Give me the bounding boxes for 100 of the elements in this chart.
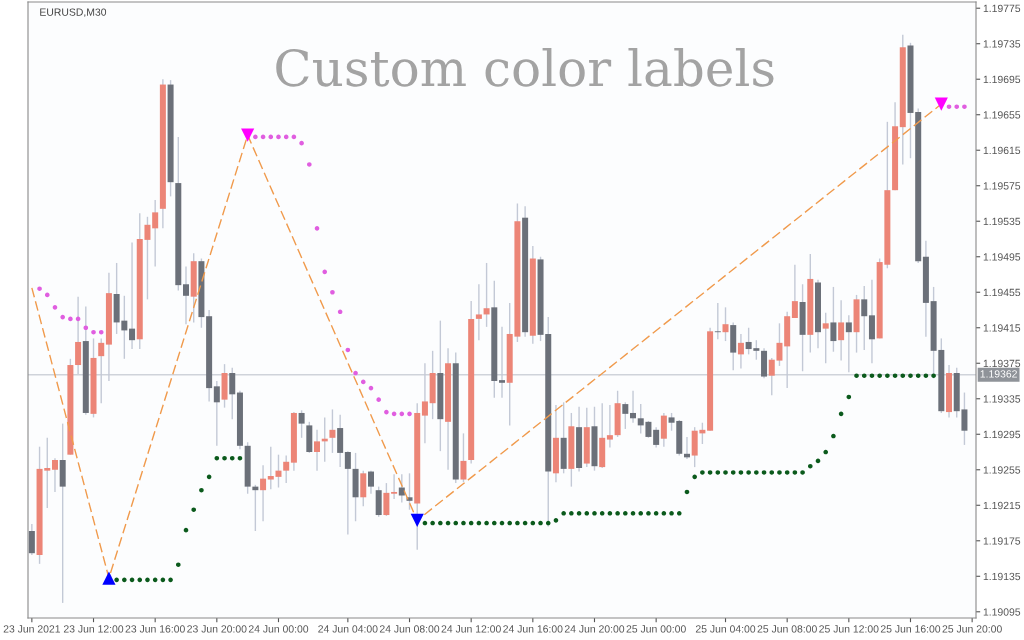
point xyxy=(314,226,320,231)
x-tick-label: 23 Jun 2021 xyxy=(3,625,61,633)
point xyxy=(353,370,358,376)
x-tick-label: 24 Jun 12:00 xyxy=(441,625,501,633)
candlestick xyxy=(606,404,613,449)
x-tick-label: 25 Jun 20:00 xyxy=(942,625,1002,633)
ref-line-label: 1.19362 xyxy=(980,370,1017,378)
text: EURUSD,M30 xyxy=(40,8,107,18)
candlestick xyxy=(344,450,351,536)
candlestick xyxy=(260,464,267,522)
y-tick-label: 1.19535 xyxy=(983,217,1021,226)
y-tick-label: 1.19135 xyxy=(983,572,1021,581)
y-tick-label: 1.19495 xyxy=(983,253,1021,261)
candlestick xyxy=(391,473,398,500)
x-tick-label: 25 Jun 00:00 xyxy=(626,625,686,633)
candlestick xyxy=(483,262,490,328)
candlestick xyxy=(298,409,305,439)
point xyxy=(376,397,381,402)
candlestick xyxy=(406,472,413,511)
candlestick xyxy=(283,454,290,484)
candlestick xyxy=(845,314,852,373)
candlestick xyxy=(129,241,136,350)
candlestick xyxy=(868,279,875,364)
point xyxy=(68,316,73,322)
candlestick xyxy=(152,199,159,268)
x-tick-label: 23 Jun 12:00 xyxy=(63,625,124,633)
x-tick-label: 23 Jun 20:00 xyxy=(187,625,247,633)
candlestick xyxy=(182,265,190,325)
point xyxy=(322,269,328,275)
y-tick-label: 1.19455 xyxy=(983,288,1021,297)
y-tick-label: 1.19575 xyxy=(983,182,1021,190)
candlestick xyxy=(314,429,321,472)
point xyxy=(410,513,424,527)
point xyxy=(102,571,116,585)
y-tick-label: 1.19655 xyxy=(983,111,1021,119)
y-tick-label: 1.19295 xyxy=(983,430,1021,439)
x-tick-label: 25 Jun 12:00 xyxy=(819,625,879,633)
candlestick xyxy=(714,302,721,340)
y-tick-label: 1.19255 xyxy=(983,466,1021,474)
point xyxy=(384,409,389,415)
candlestick xyxy=(653,426,660,449)
candlestick xyxy=(51,457,58,493)
point xyxy=(241,128,255,142)
point xyxy=(954,104,960,110)
candlestick xyxy=(861,285,868,351)
x-tick-label: 24 Jun 16:00 xyxy=(503,625,563,633)
point xyxy=(962,104,967,110)
candlestick xyxy=(460,432,467,483)
candlestick xyxy=(791,264,798,319)
candlestick xyxy=(213,380,220,447)
point xyxy=(299,140,304,146)
y-tick-label: 1.19095 xyxy=(983,608,1021,616)
point xyxy=(291,134,297,140)
point xyxy=(253,134,258,140)
candlestick xyxy=(475,283,482,341)
candlestick xyxy=(28,523,35,556)
point xyxy=(52,305,58,310)
y-tick-label: 1.19775 xyxy=(983,4,1021,13)
x-tick-label: 25 Jun 04:00 xyxy=(695,625,756,633)
point xyxy=(276,134,281,140)
candlestick xyxy=(838,299,845,362)
x-tick-label: 25 Jun 08:00 xyxy=(757,625,817,633)
point xyxy=(368,385,374,391)
y-tick-label: 1.19695 xyxy=(983,75,1021,84)
point xyxy=(91,329,96,335)
candlestick xyxy=(383,482,390,517)
point xyxy=(345,347,351,353)
y-tick-label: 1.19615 xyxy=(983,146,1021,155)
candlestick xyxy=(830,286,837,353)
point xyxy=(260,134,266,140)
candlestick xyxy=(367,469,374,495)
point xyxy=(934,97,948,111)
point xyxy=(407,411,412,417)
candlestick xyxy=(722,306,729,342)
y-tick-label: 1.19215 xyxy=(983,501,1021,510)
point xyxy=(307,162,312,167)
x-tick-label: 24 Jun 04:00 xyxy=(318,625,378,633)
candlestick xyxy=(398,473,405,504)
x-tick-label: 23 Jun 16:00 xyxy=(125,625,185,633)
x-tick-label: 24 Jun 20:00 xyxy=(564,625,625,633)
y-tick-label: 1.19415 xyxy=(983,324,1021,332)
candlestick xyxy=(329,408,336,454)
x-tick-label: 25 Jun 16:00 xyxy=(880,625,941,633)
point xyxy=(83,325,89,331)
point xyxy=(75,316,81,322)
x-tick-label: 24 Jun 08:00 xyxy=(379,625,440,633)
y-tick-label: 1.19375 xyxy=(983,359,1021,368)
candlestick xyxy=(660,412,667,448)
y-tick-label: 1.19735 xyxy=(983,40,1021,48)
candlestick xyxy=(622,401,629,430)
point xyxy=(60,314,65,320)
x-tick-label: 24 Jun 00:00 xyxy=(248,625,309,633)
y-tick-label: 1.19335 xyxy=(983,395,1021,403)
candlestick xyxy=(822,311,829,364)
candlestick xyxy=(360,469,367,507)
candlestick xyxy=(630,390,637,424)
y-tick-label: 1.19175 xyxy=(983,537,1021,545)
text: Custom color labels xyxy=(276,48,774,87)
point xyxy=(37,286,42,291)
candlestick xyxy=(737,333,744,370)
